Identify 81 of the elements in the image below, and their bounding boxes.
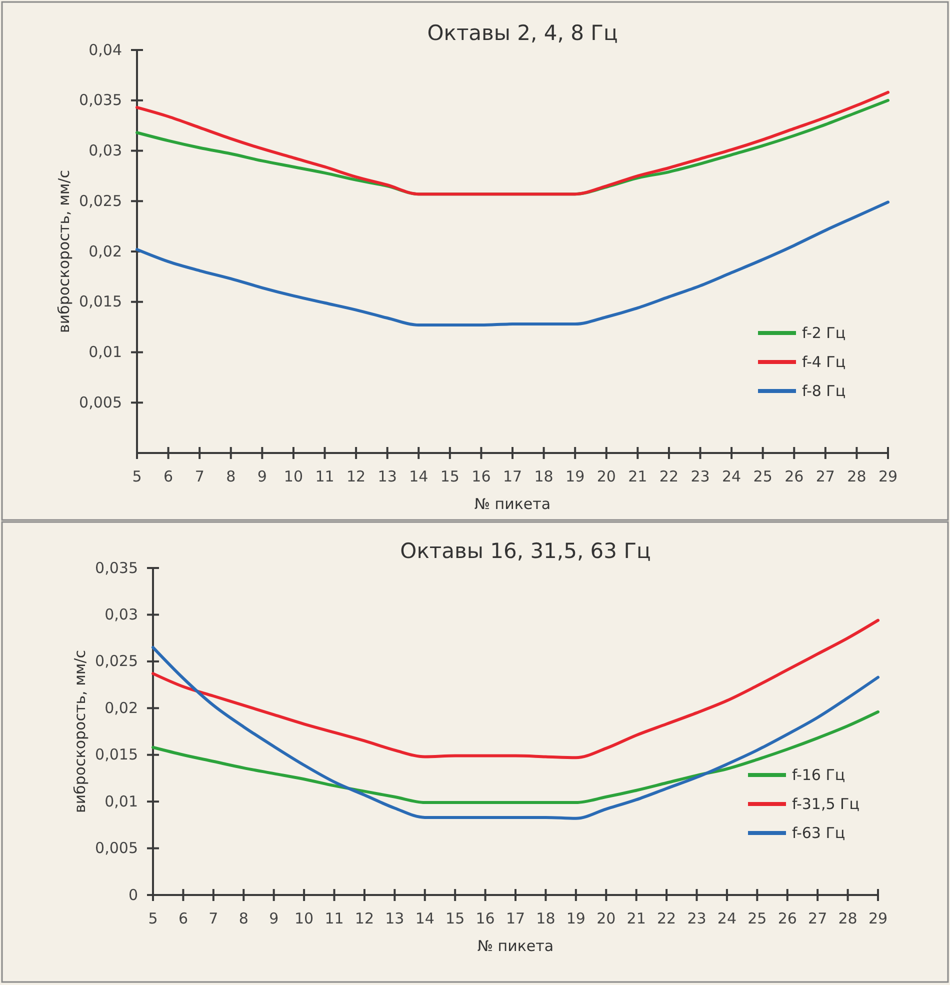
- x-tick-label: 15: [446, 910, 465, 928]
- chart-title: Октавы 2, 4, 8 Гц: [427, 21, 618, 45]
- x-tick-label: 10: [284, 468, 304, 486]
- x-tick-label: 29: [868, 910, 888, 928]
- x-tick-label: 13: [378, 468, 397, 486]
- x-tick-label: 16: [472, 468, 491, 486]
- y-axis-title: виброскорость, мм/с: [71, 650, 89, 814]
- x-axis-title: № пикета: [477, 937, 554, 955]
- x-tick-label: 8: [226, 468, 236, 486]
- x-tick-label: 28: [838, 910, 858, 928]
- x-tick-label: 6: [164, 468, 174, 486]
- x-tick-label: 15: [440, 468, 460, 486]
- y-tick-label: 0,005: [79, 393, 122, 412]
- line-series: [152, 646, 880, 820]
- x-tick-label: 8: [238, 910, 248, 928]
- y-tick-label: 0,03: [104, 606, 138, 624]
- y-tick-label: 0,015: [79, 292, 122, 311]
- x-tick-label: 27: [816, 468, 835, 486]
- x-tick-label: 11: [324, 910, 344, 928]
- x-tick-label: 16: [476, 910, 495, 928]
- x-tick-label: 25: [748, 910, 767, 928]
- x-tick-label: 22: [656, 910, 676, 928]
- x-axis-title: № пикета: [474, 495, 551, 513]
- x-tick-label: 24: [722, 468, 742, 486]
- x-tick-label: 17: [506, 910, 526, 928]
- y-tick-label: 0,01: [88, 343, 122, 362]
- x-tick-label: 20: [596, 468, 616, 486]
- x-tick-label: 29: [878, 468, 898, 486]
- x-tick-label: 9: [269, 910, 279, 928]
- x-tick-label: 21: [628, 468, 648, 486]
- legend-label: f-63 Гц: [792, 824, 846, 842]
- x-tick-label: 28: [847, 468, 866, 486]
- x-tick-label: 22: [659, 468, 679, 486]
- y-tick-label: 0,035: [79, 91, 122, 110]
- x-tick-label: 18: [534, 468, 554, 486]
- x-tick-label: 14: [409, 468, 428, 486]
- x-tick-label: 6: [178, 910, 188, 928]
- y-tick-label: 0,035: [95, 558, 138, 577]
- x-tick-label: 19: [566, 910, 586, 928]
- x-tick-label: 26: [778, 910, 797, 928]
- x-tick-label: 17: [502, 468, 522, 486]
- x-tick-label: 26: [784, 468, 804, 486]
- x-tick-label: 11: [315, 468, 334, 486]
- x-tick-label: 7: [208, 910, 218, 928]
- x-tick-label: 23: [690, 468, 710, 486]
- y-tick-label: 0,01: [104, 792, 138, 810]
- legend-label: f-16 Гц: [792, 766, 846, 784]
- y-tick-label: 0,015: [95, 746, 138, 764]
- x-tick-label: 18: [536, 910, 556, 928]
- x-tick-label: 10: [294, 910, 314, 928]
- x-tick-label: 12: [346, 468, 366, 486]
- legend-label: f-2 Гц: [802, 324, 846, 342]
- x-tick-label: 5: [132, 468, 142, 486]
- x-tick-label: 20: [596, 910, 616, 928]
- y-tick-label: 0: [128, 886, 138, 904]
- y-tick-label: 0,04: [88, 40, 122, 59]
- x-tick-label: 9: [257, 468, 267, 486]
- legend-label: f-8 Гц: [802, 382, 846, 400]
- x-tick-label: 27: [808, 910, 828, 928]
- x-tick-label: 5: [148, 910, 158, 928]
- line-series: [136, 200, 890, 327]
- x-tick-label: 25: [753, 468, 772, 486]
- y-tick-label: 0,02: [88, 242, 122, 260]
- y-tick-label: 0,005: [95, 839, 138, 858]
- x-tick-label: 23: [687, 910, 706, 928]
- x-tick-label: 21: [626, 910, 646, 928]
- x-tick-label: 24: [717, 910, 737, 928]
- x-tick-label: 12: [354, 910, 374, 928]
- y-axis-title: виброскорость, мм/с: [55, 170, 73, 334]
- y-tick-label: 0,03: [88, 142, 122, 160]
- x-tick-label: 7: [194, 468, 204, 486]
- x-tick-label: 19: [566, 468, 585, 486]
- y-tick-label: 0,025: [95, 652, 138, 670]
- line-series: [152, 618, 880, 760]
- x-tick-label: 13: [385, 910, 404, 928]
- y-tick-label: 0,025: [79, 192, 122, 210]
- legend-label: f-31,5 Гц: [792, 795, 860, 813]
- x-tick-label: 14: [415, 910, 434, 928]
- y-tick-label: 0,02: [104, 698, 138, 717]
- legend-label: f-4 Гц: [802, 353, 846, 371]
- chart-title: Октавы 16, 31,5, 63 Гц: [400, 539, 651, 563]
